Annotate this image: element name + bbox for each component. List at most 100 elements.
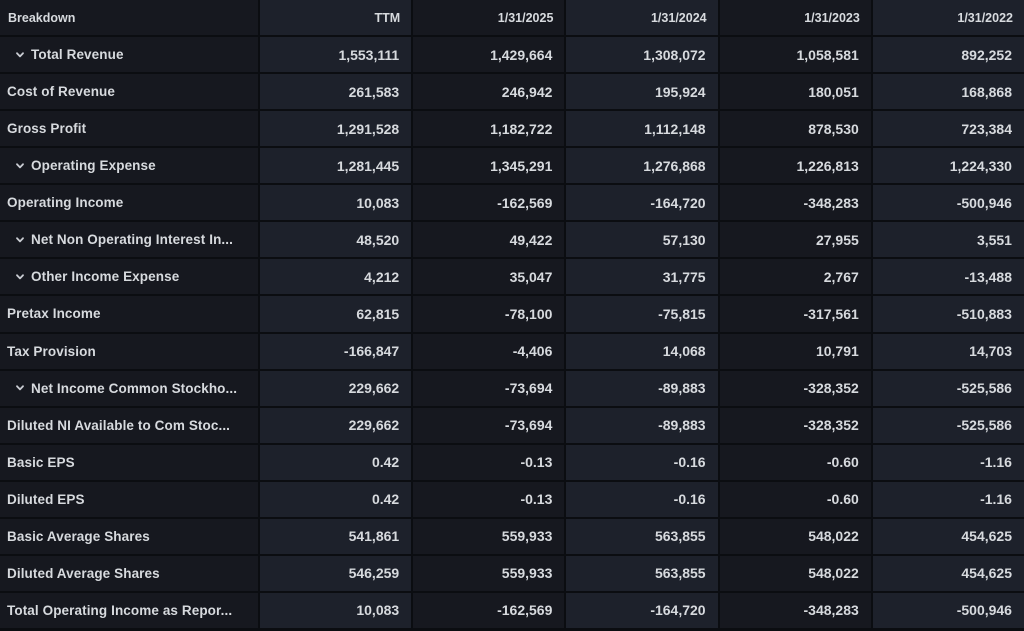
value-cell: -510,883 [872,296,1024,332]
row-label: Other Income Expense [31,269,180,285]
value-cell: 1,553,111 [260,37,412,73]
value-cell: -348,283 [719,592,871,628]
value-cell: 3,551 [872,222,1024,258]
chevron-down-icon[interactable] [15,383,25,393]
chevron-down-icon[interactable] [15,161,25,171]
row-label-cell: Basic Average Shares [0,518,258,554]
value-cell: -0.13 [413,481,565,517]
value-cell: -1.16 [872,481,1024,517]
value-cell: -162,569 [413,592,565,628]
value-cell: 1,276,868 [566,148,718,184]
value-cell: 546,259 [260,555,412,591]
row-label-cell: Cost of Revenue [0,74,258,110]
value-cell: -0.16 [566,444,718,480]
column-header: 1/31/2025 [413,0,565,36]
value-cell: 563,855 [566,555,718,591]
value-cell: -525,586 [872,407,1024,443]
row-label: Operating Income [7,195,124,211]
row-label: Total Operating Income as Repor... [7,602,233,618]
value-cell: 0.42 [260,444,412,480]
value-cell: 454,625 [872,555,1024,591]
value-cell: -525,586 [872,370,1024,406]
column-header-breakdown: Breakdown [0,0,258,36]
row-label-cell: Tax Provision [0,333,258,369]
chevron-down-icon[interactable] [15,50,25,60]
value-cell: -89,883 [566,370,718,406]
value-cell: -0.60 [719,444,871,480]
value-cell: 559,933 [413,555,565,591]
value-cell: 723,384 [872,111,1024,147]
value-cell: 180,051 [719,74,871,110]
value-cell: -73,694 [413,407,565,443]
value-cell: 31,775 [566,259,718,295]
value-cell: 246,942 [413,74,565,110]
value-cell: 1,291,528 [260,111,412,147]
value-cell: 229,662 [260,407,412,443]
value-cell: -164,720 [566,592,718,628]
row-label-cell[interactable]: Net Income Common Stockho... [0,370,258,406]
value-cell: -0.13 [413,444,565,480]
column-header: 1/31/2022 [872,0,1024,36]
row-label-cell: Diluted EPS [0,481,258,517]
chevron-down-icon[interactable] [15,235,25,245]
value-cell: -317,561 [719,296,871,332]
row-label: Gross Profit [7,121,87,137]
value-cell: -348,283 [719,185,871,221]
value-cell: 563,855 [566,518,718,554]
value-cell: -500,946 [872,592,1024,628]
value-cell: 49,422 [413,222,565,258]
row-label: Diluted Average Shares [7,565,160,581]
value-cell: -328,352 [719,407,871,443]
value-cell: -164,720 [566,185,718,221]
row-label-cell[interactable]: Other Income Expense [0,259,258,295]
row-label: Pretax Income [7,306,101,322]
value-cell: 892,252 [872,37,1024,73]
row-label: Cost of Revenue [7,84,116,100]
value-cell: 0.42 [260,481,412,517]
value-cell: 10,083 [260,185,412,221]
value-cell: 14,068 [566,333,718,369]
value-cell: -13,488 [872,259,1024,295]
value-cell: -0.16 [566,481,718,517]
row-label: Basic EPS [7,454,75,470]
value-cell: -75,815 [566,296,718,332]
value-cell: -73,694 [413,370,565,406]
value-cell: 559,933 [413,518,565,554]
value-cell: 2,767 [719,259,871,295]
value-cell: 57,130 [566,222,718,258]
row-label: Total Revenue [31,47,124,63]
value-cell: 10,791 [719,333,871,369]
value-cell: 1,281,445 [260,148,412,184]
chevron-down-icon[interactable] [15,272,25,282]
value-cell: 1,345,291 [413,148,565,184]
value-cell: 168,868 [872,74,1024,110]
row-label: Operating Expense [31,158,156,174]
column-header: 1/31/2023 [719,0,871,36]
column-header: 1/31/2024 [566,0,718,36]
row-label-cell: Basic EPS [0,444,258,480]
value-cell: 14,703 [872,333,1024,369]
value-cell: 454,625 [872,518,1024,554]
row-label-cell[interactable]: Net Non Operating Interest In... [0,222,258,258]
value-cell: 35,047 [413,259,565,295]
value-cell: -162,569 [413,185,565,221]
row-label-cell[interactable]: Total Revenue [0,37,258,73]
value-cell: 27,955 [719,222,871,258]
value-cell: -0.60 [719,481,871,517]
value-cell: 4,212 [260,259,412,295]
value-cell: -328,352 [719,370,871,406]
row-label-cell[interactable]: Operating Expense [0,148,258,184]
value-cell: 1,112,148 [566,111,718,147]
value-cell: 48,520 [260,222,412,258]
value-cell: 1,182,722 [413,111,565,147]
row-label-cell: Operating Income [0,185,258,221]
value-cell: 1,429,664 [413,37,565,73]
row-label-cell: Pretax Income [0,296,258,332]
row-label: Basic Average Shares [7,528,150,544]
column-header: TTM [260,0,412,36]
value-cell: -166,847 [260,333,412,369]
value-cell: 1,308,072 [566,37,718,73]
row-label-cell: Gross Profit [0,111,258,147]
value-cell: 541,861 [260,518,412,554]
